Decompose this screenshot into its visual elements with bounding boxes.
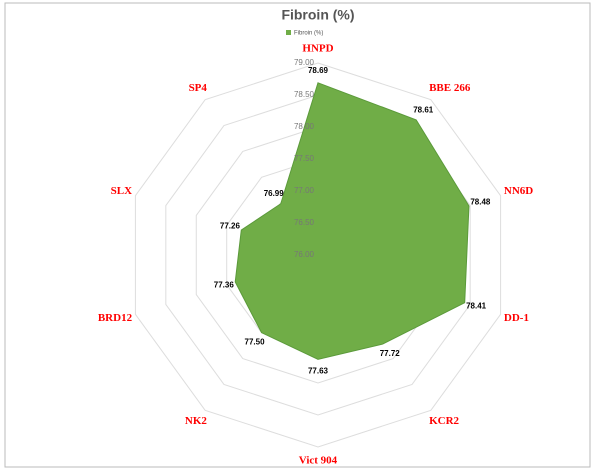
value-label: 78.41 (466, 301, 487, 310)
axis-tick-label: 76.00 (294, 250, 315, 259)
category-label: DD-1 (504, 312, 529, 324)
value-label: 78.61 (413, 105, 434, 114)
value-label: 77.72 (380, 349, 401, 358)
category-label: Vict 904 (299, 455, 338, 467)
value-label: 76.99 (264, 189, 285, 198)
category-label: KCR2 (429, 415, 459, 427)
legend-label: Fibroin (%) (294, 31, 323, 37)
axis-tick-label: 79.00 (294, 58, 315, 67)
axis-tick-label: 78.50 (294, 90, 315, 99)
category-label: BRD12 (98, 312, 133, 324)
chart-title: Fibroin (%) (281, 7, 354, 23)
value-label: 77.26 (220, 221, 241, 230)
value-label: 77.63 (308, 366, 329, 375)
grid-ring (134, 62, 502, 448)
data-area (234, 82, 470, 360)
axis-tick-label: 78.00 (294, 122, 315, 131)
category-label: SLX (111, 185, 132, 197)
axis-tick-label: 77.50 (294, 154, 315, 163)
category-label: BBE 266 (429, 82, 471, 94)
value-label: 77.36 (214, 281, 235, 290)
value-label: 78.48 (470, 197, 491, 206)
legend-swatch (286, 30, 291, 35)
axis-tick-label: 77.00 (294, 186, 315, 195)
value-label: 78.69 (308, 66, 329, 75)
axis-tick-label: 76.50 (294, 218, 315, 227)
category-label: NN6D (504, 185, 533, 197)
value-label: 77.50 (245, 337, 266, 346)
category-label: HNPD (302, 43, 333, 55)
category-label: SP4 (189, 82, 208, 94)
category-label: NK2 (185, 415, 208, 427)
